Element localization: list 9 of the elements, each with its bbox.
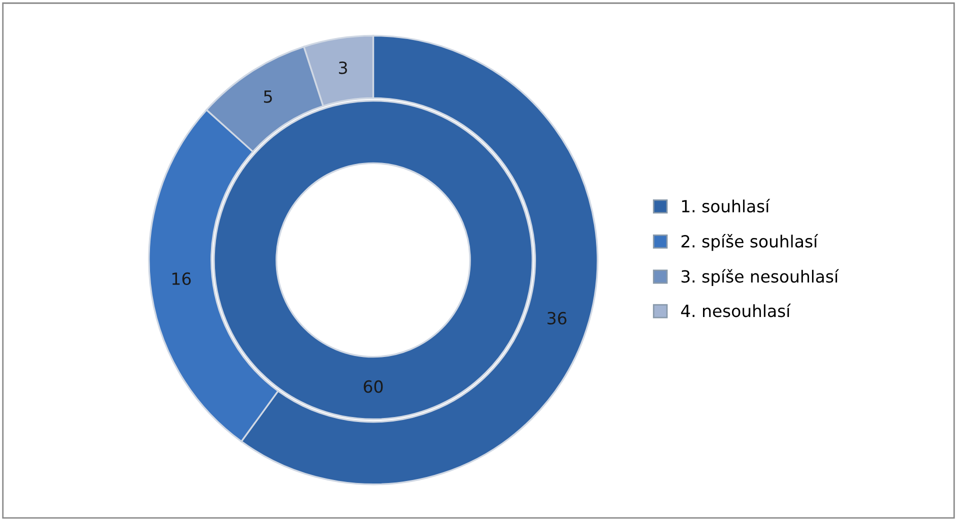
legend-label: 2. spíše souhlasí bbox=[682, 234, 818, 251]
legend-label: 4. nesouhlasí bbox=[681, 304, 791, 318]
legend-label: 1. souhlasí bbox=[682, 198, 770, 212]
data-label: 5 bbox=[264, 90, 272, 103]
data-label: 36 bbox=[548, 312, 566, 325]
data-label: 16 bbox=[172, 272, 191, 286]
legend-label: 3. spíše nesouhlasí bbox=[682, 269, 840, 286]
data-label: 3 bbox=[338, 62, 347, 74]
data-label: 60 bbox=[364, 380, 383, 393]
